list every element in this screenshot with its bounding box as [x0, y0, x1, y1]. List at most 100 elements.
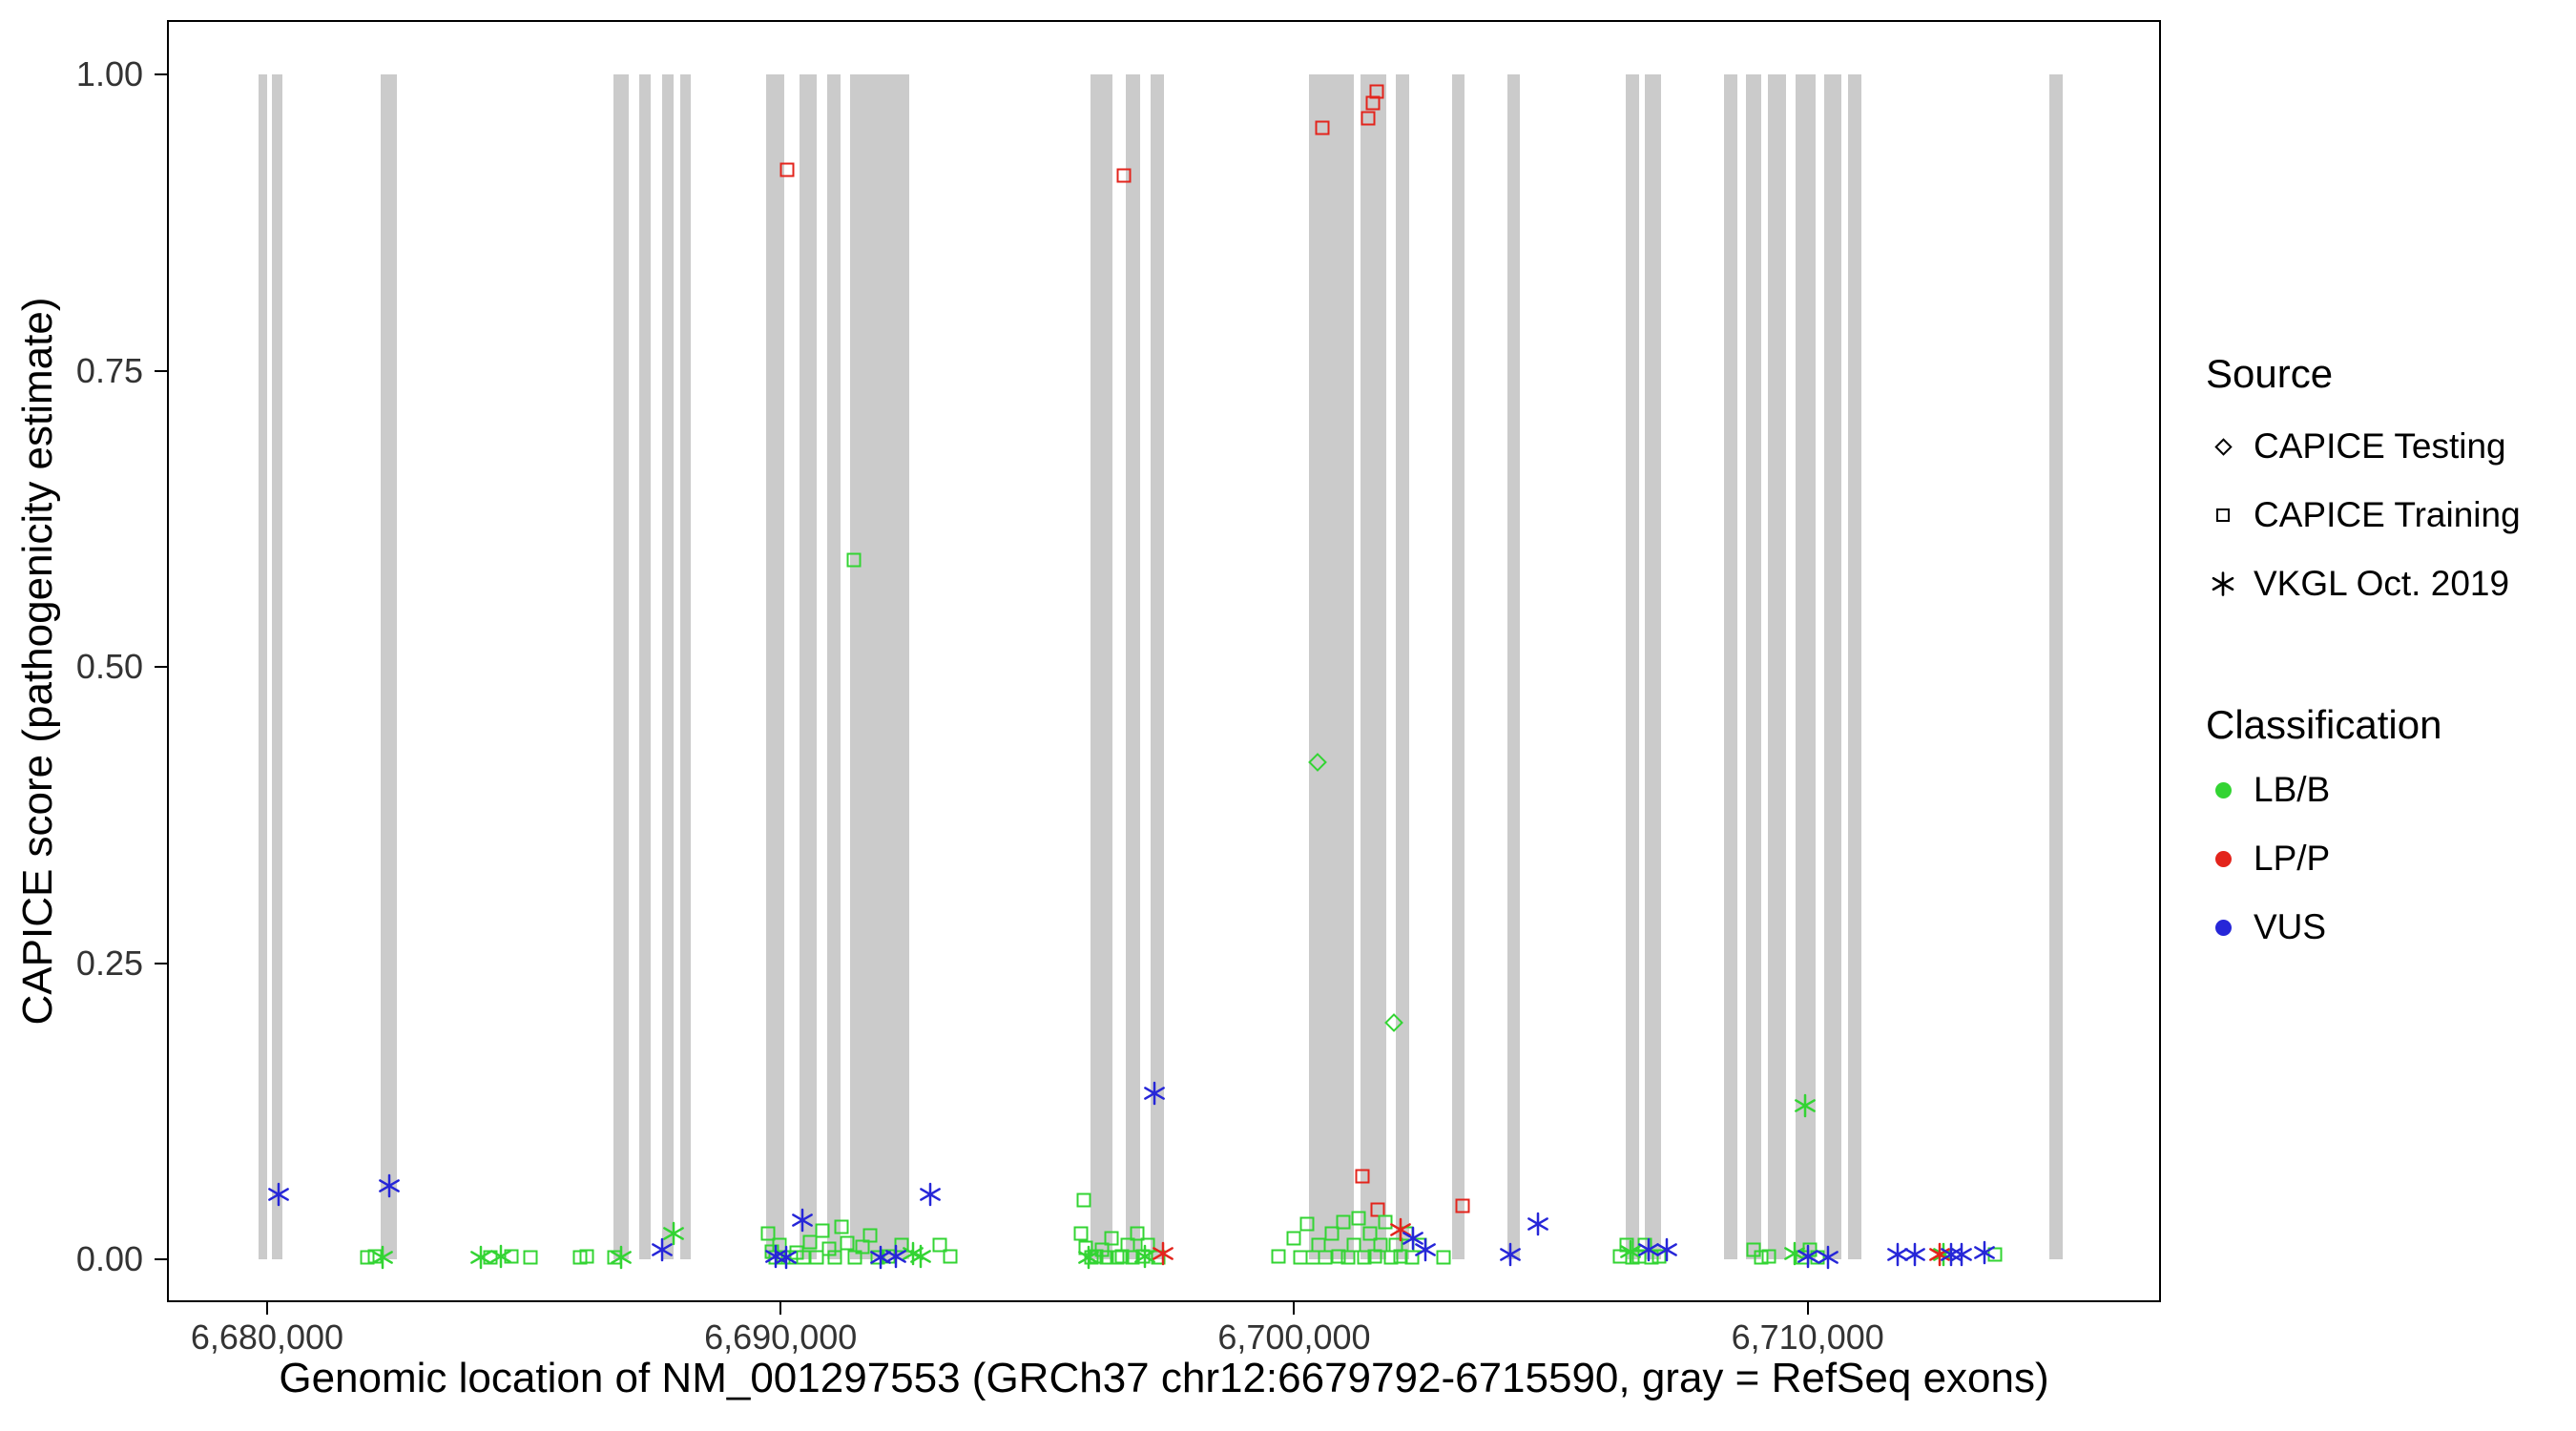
legend-item-label: LB/B	[2254, 770, 2331, 809]
data-point	[1652, 1249, 1667, 1264]
data-point	[1125, 1250, 1140, 1265]
data-point	[847, 1250, 862, 1265]
x-tick-mark	[1806, 1302, 1809, 1315]
data-point	[1099, 1250, 1114, 1265]
data-point	[943, 1249, 958, 1264]
exon-bar	[1724, 74, 1738, 1260]
data-point	[827, 1250, 842, 1265]
exon-bar	[765, 74, 784, 1260]
legend-item-capice-testing: CAPICE Testing	[2206, 425, 2506, 467]
data-point	[1271, 1249, 1286, 1264]
data-point	[809, 1250, 824, 1265]
exon-bar	[1309, 74, 1355, 1260]
data-point	[1370, 1202, 1385, 1217]
data-point	[1654, 1238, 1678, 1262]
exon-bar	[638, 74, 652, 1260]
exon-bar	[850, 74, 909, 1260]
data-point	[1116, 168, 1132, 183]
data-point	[1133, 1244, 1157, 1268]
data-point	[1972, 1240, 1996, 1265]
data-point	[1498, 1243, 1522, 1267]
exon-bar	[1452, 74, 1465, 1260]
data-point	[779, 162, 795, 176]
exon-bar	[799, 74, 818, 1260]
legend-item-capice-training: CAPICE Training	[2206, 494, 2521, 536]
legend-item-lbb: LB/B	[2206, 769, 2330, 811]
data-point	[1308, 752, 1328, 772]
data-point	[834, 1219, 849, 1234]
data-point	[267, 1182, 291, 1207]
exon-bar	[680, 74, 691, 1260]
data-point	[1455, 1198, 1470, 1213]
data-point	[1436, 1250, 1451, 1265]
data-point	[1110, 1250, 1125, 1265]
data-point	[1286, 1231, 1301, 1246]
data-point	[846, 552, 862, 568]
data-point	[1076, 1192, 1091, 1208]
legend: Source CAPICE Testing CAPICE Training VK…	[2206, 351, 2576, 1019]
data-point	[1761, 1249, 1776, 1264]
exon-bar	[272, 74, 282, 1260]
data-point	[862, 1228, 878, 1243]
exon-bar	[662, 74, 675, 1260]
data-point	[1754, 1250, 1769, 1265]
data-point	[802, 1234, 818, 1250]
legend-item-label: VKGL Oct. 2019	[2254, 564, 2510, 603]
data-point	[488, 1244, 512, 1268]
exon-bar	[1507, 74, 1520, 1260]
green-dot-icon	[2206, 781, 2240, 798]
data-point	[1104, 1231, 1119, 1246]
exon-bar	[827, 74, 841, 1260]
data-point	[1078, 1240, 1093, 1255]
exon-bar	[380, 74, 398, 1260]
data-point	[1527, 1212, 1550, 1236]
exon-bar	[1796, 74, 1817, 1260]
data-point	[1331, 1249, 1346, 1264]
data-point	[579, 1249, 594, 1264]
exon-bar	[1125, 74, 1141, 1260]
data-point	[1073, 1226, 1089, 1241]
exon-bar	[1151, 74, 1165, 1260]
data-point	[1135, 1249, 1151, 1264]
data-point	[840, 1235, 855, 1251]
legend-classification-title: Classification	[2206, 702, 2442, 747]
y-tick-label: 0.50	[75, 647, 143, 687]
exon-bar	[1746, 74, 1761, 1260]
exon-bar	[1626, 74, 1640, 1260]
legend-item-label: CAPICE Testing	[2254, 426, 2506, 466]
red-dot-icon	[2206, 850, 2240, 867]
data-point	[1384, 1012, 1404, 1032]
legend-item-label: VUS	[2254, 907, 2327, 946]
data-point	[1324, 1226, 1340, 1241]
data-point	[1817, 1245, 1840, 1270]
exon-bar	[613, 74, 630, 1260]
y-tick-mark	[155, 666, 167, 669]
data-point	[1143, 1082, 1167, 1106]
x-axis-title: Genomic location of NM_001297553 (GRCh37…	[279, 1355, 2049, 1401]
data-point	[1318, 1250, 1333, 1265]
blue-dot-icon	[2206, 919, 2240, 936]
data-point	[1949, 1243, 1973, 1267]
y-tick-mark	[155, 1258, 167, 1261]
data-point	[932, 1237, 947, 1253]
exon-bar	[1361, 74, 1386, 1260]
asterisk-icon	[2206, 571, 2240, 596]
exon-bar	[1767, 74, 1787, 1260]
exon-bar	[1823, 74, 1841, 1260]
data-point	[1393, 1249, 1408, 1264]
legend-item-lpp: LP/P	[2206, 838, 2330, 880]
data-point	[1151, 1241, 1174, 1266]
data-point	[1783, 1241, 1807, 1266]
data-point	[662, 1221, 686, 1246]
data-point	[1362, 1226, 1378, 1241]
data-point	[371, 1245, 395, 1270]
data-point	[1413, 1238, 1437, 1262]
data-point	[919, 1182, 943, 1207]
data-point	[1114, 1249, 1130, 1264]
data-point	[908, 1244, 932, 1268]
data-point	[1355, 1169, 1370, 1184]
data-point	[1130, 1226, 1145, 1241]
data-point	[1796, 1244, 1819, 1268]
legend-item-label: LP/P	[2254, 839, 2331, 878]
